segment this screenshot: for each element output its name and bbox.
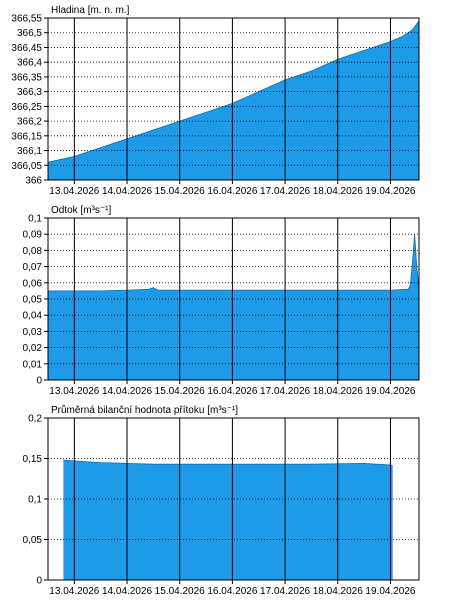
x-tick-label: 15.04.2026 <box>155 586 205 597</box>
y-tick-label: 0,09 <box>23 230 43 241</box>
x-tick-label: 15.04.2026 <box>155 386 205 397</box>
series-area <box>48 20 419 181</box>
series-line <box>47 20 420 163</box>
chart-title: Průměrná bilanční hodnota přítoku [m³s⁻¹… <box>51 404 238 416</box>
y-tick-label: 0,07 <box>23 262 43 273</box>
plot-frame <box>47 217 420 381</box>
y-tick-label: 0,2 <box>28 414 42 425</box>
y-tick-label: 0,05 <box>23 535 43 546</box>
y-tick-label: 0,02 <box>23 343 43 354</box>
y-tick-label: 366,15 <box>11 131 42 142</box>
y-tick-label: 0,06 <box>23 278 43 289</box>
x-tick-label: 17.04.2026 <box>260 386 310 397</box>
x-tick-label: 19.04.2026 <box>365 586 415 597</box>
y-tick-label: 0,01 <box>23 359 43 370</box>
plot-frame <box>47 417 420 581</box>
y-tick-label: 0,05 <box>23 295 43 306</box>
y-tick-label: 366,2 <box>17 117 42 128</box>
x-tick-label: 17.04.2026 <box>260 186 310 197</box>
x-tick-label: 13.04.2026 <box>49 586 99 597</box>
x-tick-label: 16.04.2026 <box>207 386 257 397</box>
y-tick-label: 0,1 <box>28 214 42 225</box>
y-tick-label: 366 <box>25 176 42 187</box>
y-tick-label: 366,45 <box>11 43 42 54</box>
x-tick-label: 14.04.2026 <box>102 586 152 597</box>
x-tick-label: 19.04.2026 <box>365 186 415 197</box>
x-tick-label: 14.04.2026 <box>102 186 152 197</box>
plot-frame <box>47 17 420 181</box>
x-tick-label: 18.04.2026 <box>313 386 363 397</box>
y-tick-label: 0,15 <box>23 454 43 465</box>
y-tick-label: 366,5 <box>17 28 42 39</box>
y-tick-label: 366,25 <box>11 102 42 113</box>
y-tick-label: 366,3 <box>17 87 42 98</box>
series-line <box>63 459 393 467</box>
y-tick-label: 0,03 <box>23 327 43 338</box>
y-tick-label: 366,4 <box>17 58 42 69</box>
x-tick-label: 18.04.2026 <box>313 586 363 597</box>
y-tick-label: 0,1 <box>28 495 42 506</box>
chart-title: Hladina [m. n. m.] <box>51 5 130 16</box>
x-tick-label: 14.04.2026 <box>102 386 152 397</box>
x-tick-label: 15.04.2026 <box>155 186 205 197</box>
y-tick-label: 0 <box>36 576 42 587</box>
x-tick-label: 13.04.2026 <box>49 386 99 397</box>
y-tick-label: 366,1 <box>17 146 42 157</box>
series-area <box>48 234 419 380</box>
y-tick-label: 366,05 <box>11 161 42 172</box>
series-area <box>63 460 393 580</box>
y-tick-label: 366,35 <box>11 72 42 83</box>
x-tick-label: 13.04.2026 <box>49 186 99 197</box>
x-tick-label: 19.04.2026 <box>365 386 415 397</box>
x-tick-label: 16.04.2026 <box>207 586 257 597</box>
series-line <box>48 234 420 292</box>
x-tick-label: 17.04.2026 <box>260 586 310 597</box>
y-tick-label: 0,04 <box>23 311 43 322</box>
chart-title: Odtok [m³s⁻¹] <box>51 205 112 216</box>
x-tick-label: 16.04.2026 <box>207 186 257 197</box>
y-tick-label: 0 <box>36 376 42 387</box>
y-tick-label: 366,55 <box>11 14 42 25</box>
y-tick-label: 0,08 <box>23 246 43 257</box>
x-tick-label: 18.04.2026 <box>313 186 363 197</box>
